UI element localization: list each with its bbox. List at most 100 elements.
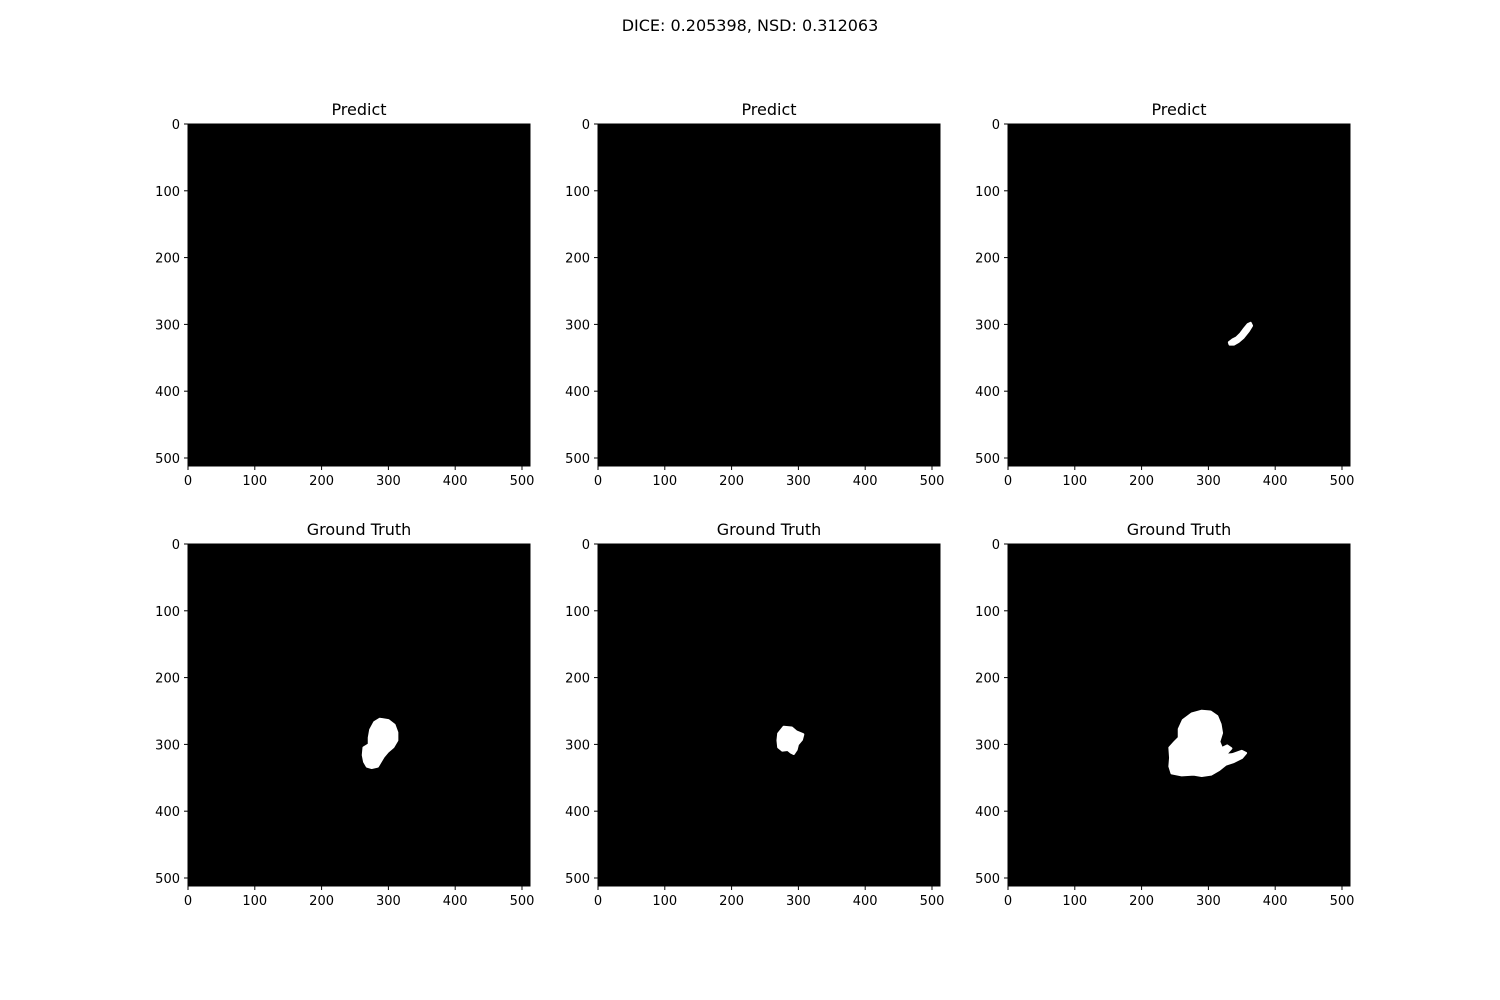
y-tick-label: 100: [155, 185, 180, 200]
y-tick-label: 300: [155, 318, 180, 333]
panel-6: Ground Truth 0 100 200 300 400 500 0 100 200 300 40…: [975, 520, 1354, 909]
x-tick-label: 400: [853, 894, 878, 909]
x-tick-label: 0: [184, 474, 192, 489]
x-tick-label: 0: [184, 894, 192, 909]
mask-region-1: [361, 717, 399, 770]
y-tick-label: 500: [155, 872, 180, 887]
panel-4: Ground Truth 0 100 200 300 400 500 0 100 200 300 40…: [155, 520, 534, 909]
axes-frame: [597, 543, 941, 887]
y-tick-label: 400: [565, 385, 590, 400]
y-tick-label: 400: [565, 805, 590, 820]
panel-title: Predict: [331, 100, 386, 119]
y-tick-label: 200: [975, 252, 1000, 267]
y-tick-label: 200: [565, 252, 590, 267]
x-tick-label: 200: [719, 474, 744, 489]
y-tick-label: 500: [565, 872, 590, 887]
mask-image-background: [1008, 544, 1350, 886]
x-tick-label: 400: [853, 474, 878, 489]
x-tick-label: 100: [1062, 894, 1087, 909]
mask-image-background: [598, 124, 940, 466]
x-tick-label: 200: [719, 894, 744, 909]
x-tick-label: 0: [594, 474, 602, 489]
axes-frame: [187, 543, 531, 887]
x-tick-label: 500: [510, 894, 535, 909]
mask-image-background: [1008, 124, 1350, 466]
y-tick-label: 400: [975, 385, 1000, 400]
panel-5: Ground Truth 0 100 200 300 400 500 0 100 200 300 40…: [565, 520, 944, 909]
y-tick-label: 0: [992, 118, 1000, 133]
y-tick-label: 0: [582, 538, 590, 553]
y-tick-label: 100: [155, 605, 180, 620]
mask-region-1: [776, 725, 805, 755]
y-tick-label: 200: [155, 252, 180, 267]
x-tick-label: 200: [309, 894, 334, 909]
y-tick-label: 300: [565, 318, 590, 333]
x-tick-label: 400: [443, 474, 468, 489]
mask-image-background: [188, 544, 530, 886]
x-tick-label: 400: [1263, 894, 1288, 909]
y-tick-label: 300: [975, 318, 1000, 333]
mask-region-1: [1227, 321, 1254, 346]
x-tick-label: 300: [1196, 474, 1221, 489]
figure-title: DICE: 0.205398, NSD: 0.312063: [621, 16, 879, 35]
x-tick-label: 100: [652, 894, 677, 909]
y-tick-label: 300: [975, 738, 1000, 753]
y-tick-label: 0: [172, 538, 180, 553]
y-tick-label: 0: [582, 118, 590, 133]
axes-frame: [187, 123, 531, 467]
x-tick-label: 0: [1004, 894, 1012, 909]
y-tick-label: 200: [565, 672, 590, 687]
x-tick-label: 400: [1263, 474, 1288, 489]
x-tick-label: 100: [242, 474, 267, 489]
x-tick-label: 200: [1129, 894, 1154, 909]
y-tick-label: 400: [975, 805, 1000, 820]
axes-frame: [1007, 123, 1351, 467]
y-tick-label: 0: [172, 118, 180, 133]
y-tick-label: 300: [565, 738, 590, 753]
x-tick-label: 500: [1330, 894, 1355, 909]
panel-title: Predict: [741, 100, 796, 119]
y-tick-label: 100: [565, 605, 590, 620]
mask-region-1: [1168, 709, 1248, 778]
axes-frame: [1007, 543, 1351, 887]
x-tick-label: 300: [1196, 894, 1221, 909]
panel-3: Predict 0 100 200 300 400 500 0 100 200 300 400 500: [975, 100, 1354, 489]
x-tick-label: 300: [786, 474, 811, 489]
x-tick-label: 500: [920, 474, 945, 489]
x-tick-label: 300: [376, 474, 401, 489]
axes-frame: [597, 123, 941, 467]
y-tick-label: 0: [992, 538, 1000, 553]
x-tick-label: 500: [920, 894, 945, 909]
y-tick-label: 500: [975, 872, 1000, 887]
y-tick-label: 500: [975, 452, 1000, 467]
panel-title: Ground Truth: [717, 520, 822, 539]
panel-title: Ground Truth: [307, 520, 412, 539]
y-tick-label: 100: [975, 605, 1000, 620]
y-tick-label: 200: [155, 672, 180, 687]
panel-title: Predict: [1151, 100, 1206, 119]
x-tick-label: 0: [594, 894, 602, 909]
mask-image-background: [598, 544, 940, 886]
panel-1: Predict 0 100 200 300 400 500 0 100 200 300 400 500: [155, 100, 534, 489]
y-tick-label: 500: [155, 452, 180, 467]
panel-2: Predict 0 100 200 300 400 500 0 100 200 300 400 500: [565, 100, 944, 489]
mask-image-background: [188, 124, 530, 466]
x-tick-label: 300: [786, 894, 811, 909]
x-tick-label: 200: [309, 474, 334, 489]
x-tick-label: 200: [1129, 474, 1154, 489]
x-tick-label: 300: [376, 894, 401, 909]
y-tick-label: 200: [975, 672, 1000, 687]
y-tick-label: 100: [565, 185, 590, 200]
x-tick-label: 100: [652, 474, 677, 489]
y-tick-label: 100: [975, 185, 1000, 200]
y-tick-label: 500: [565, 452, 590, 467]
x-tick-label: 500: [1330, 474, 1355, 489]
panel-title: Ground Truth: [1127, 520, 1232, 539]
x-tick-label: 100: [242, 894, 267, 909]
x-tick-label: 500: [510, 474, 535, 489]
y-tick-label: 300: [155, 738, 180, 753]
x-tick-label: 100: [1062, 474, 1087, 489]
y-tick-label: 400: [155, 805, 180, 820]
x-tick-label: 0: [1004, 474, 1012, 489]
